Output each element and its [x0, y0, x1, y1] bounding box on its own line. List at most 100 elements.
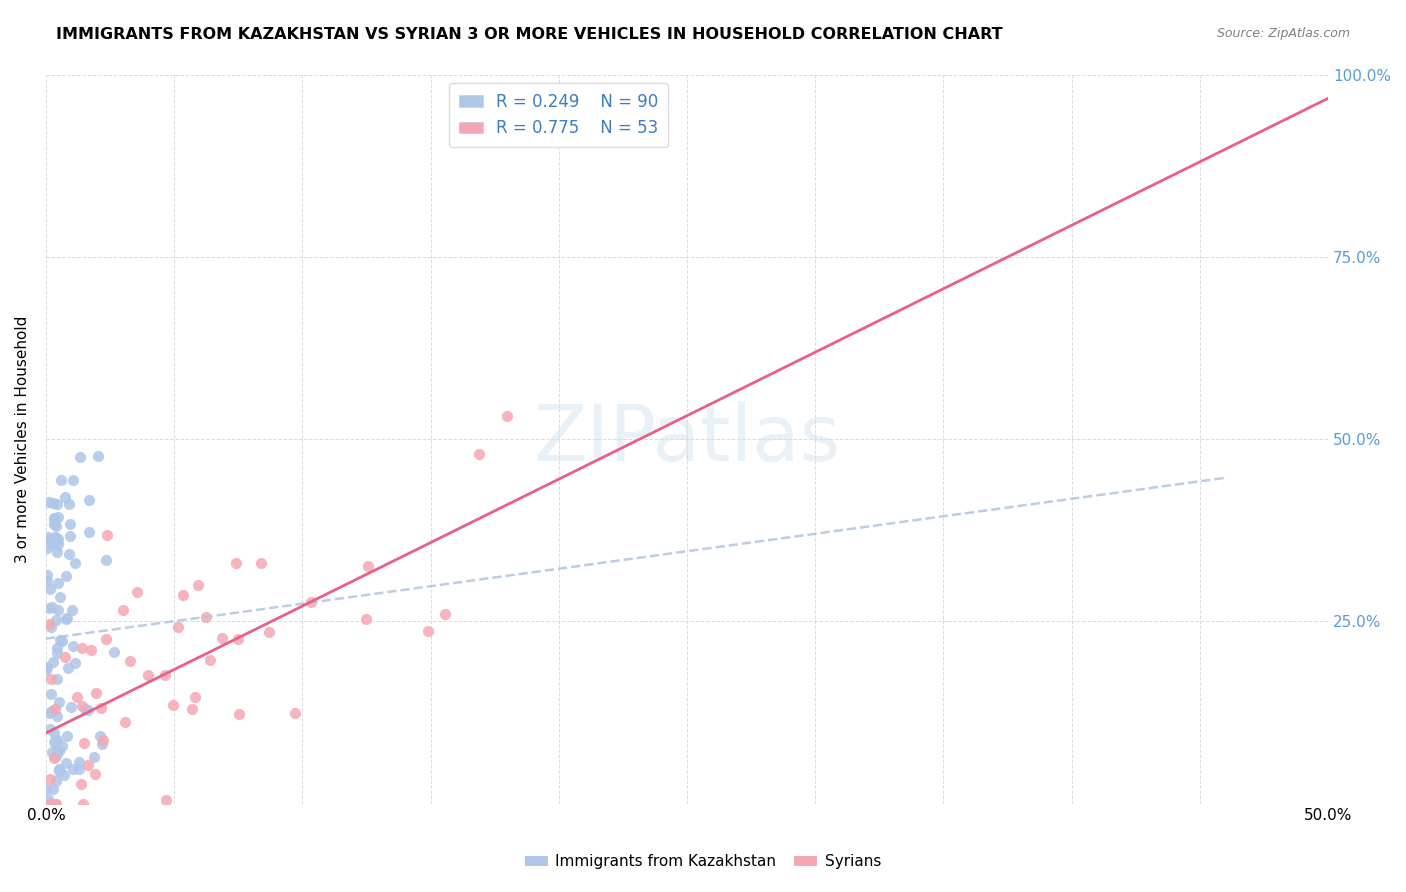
- Point: [166, 620, 188, 634]
- Point: [211, 631, 233, 645]
- Point: [35, 663, 58, 677]
- Point: [45, 735, 67, 749]
- Point: [467, 447, 489, 461]
- Point: [45, 545, 67, 559]
- Point: [67, 756, 90, 770]
- Point: [183, 690, 205, 705]
- Point: [187, 578, 209, 592]
- Point: [250, 556, 273, 570]
- Point: [103, 645, 125, 659]
- Point: [70, 641, 93, 656]
- Point: [46, 510, 69, 524]
- Point: [155, 793, 177, 807]
- Point: [181, 702, 204, 716]
- Point: [49, 591, 72, 605]
- Point: [48, 762, 70, 776]
- Point: [51, 739, 73, 753]
- Point: [77, 704, 100, 718]
- Point: [84, 766, 107, 780]
- Point: [53, 650, 76, 665]
- Point: [44, 702, 66, 716]
- Point: [112, 602, 135, 616]
- Point: [87, 450, 110, 464]
- Point: [62, 762, 84, 776]
- Point: [114, 714, 136, 729]
- Point: [356, 612, 378, 626]
- Point: [198, 653, 221, 667]
- Point: [59, 517, 82, 532]
- Point: [37, 541, 59, 555]
- Point: [44, 735, 66, 749]
- Point: [44, 531, 66, 545]
- Point: [46, 640, 69, 655]
- Point: [299, 595, 322, 609]
- Point: [38, 582, 60, 596]
- Point: [45, 732, 67, 747]
- Point: [76, 757, 98, 772]
- Point: [42, 537, 65, 551]
- Point: [53, 490, 76, 504]
- Point: [56, 661, 79, 675]
- Point: [46, 672, 69, 686]
- Point: [38, 600, 60, 615]
- Point: [55, 568, 77, 582]
- Point: [48, 575, 70, 590]
- Point: [72, 698, 94, 713]
- Point: [45, 531, 67, 545]
- Point: [62, 473, 84, 487]
- Point: [83, 749, 105, 764]
- Text: ZIPatlas: ZIPatlas: [533, 401, 841, 477]
- Point: [62, 639, 84, 653]
- Point: [39, 672, 62, 686]
- Point: [356, 559, 378, 574]
- Point: [37, 792, 59, 806]
- Point: [496, 409, 519, 423]
- Point: [90, 700, 112, 714]
- Point: [434, 607, 457, 621]
- Point: [69, 777, 91, 791]
- Point: [75, 702, 97, 716]
- Point: [60, 603, 83, 617]
- Point: [41, 655, 63, 669]
- Point: [51, 473, 73, 487]
- Point: [284, 706, 307, 721]
- Point: [69, 450, 91, 464]
- Point: [136, 668, 159, 682]
- Point: [72, 797, 94, 811]
- Point: [46, 744, 69, 758]
- Point: [49, 632, 72, 647]
- Point: [153, 668, 176, 682]
- Point: [59, 700, 82, 714]
- Point: [39, 772, 62, 786]
- Point: [77, 493, 100, 508]
- Point: [96, 528, 118, 542]
- Point: [257, 625, 280, 640]
- Point: [42, 751, 65, 765]
- Point: [38, 706, 60, 720]
- Point: [66, 690, 89, 704]
- Point: [42, 512, 65, 526]
- Point: [53, 768, 76, 782]
- Point: [48, 743, 70, 757]
- Point: [39, 722, 62, 736]
- Point: [127, 585, 149, 599]
- Point: [42, 782, 65, 797]
- Y-axis label: 3 or more Vehicles in Household: 3 or more Vehicles in Household: [15, 316, 30, 563]
- Point: [51, 634, 73, 648]
- Point: [58, 497, 80, 511]
- Legend: Immigrants from Kazakhstan, Syrians: Immigrants from Kazakhstan, Syrians: [519, 848, 887, 875]
- Point: [44, 797, 66, 811]
- Point: [41, 705, 63, 719]
- Point: [46, 646, 69, 660]
- Point: [59, 529, 82, 543]
- Point: [37, 531, 59, 545]
- Point: [94, 553, 117, 567]
- Point: [46, 709, 69, 723]
- Point: [48, 695, 70, 709]
- Point: [39, 532, 62, 546]
- Point: [118, 654, 141, 668]
- Point: [90, 737, 112, 751]
- Point: [416, 624, 439, 639]
- Point: [44, 726, 66, 740]
- Point: [228, 707, 250, 722]
